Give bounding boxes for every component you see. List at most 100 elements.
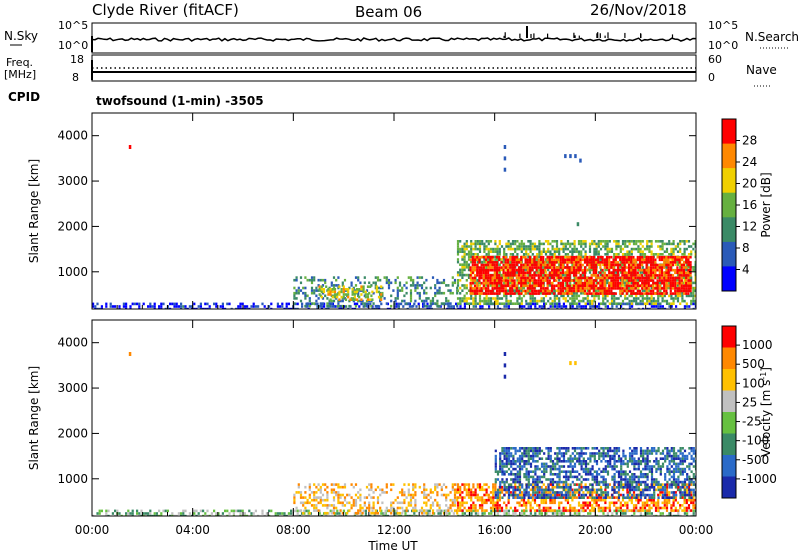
heatmap-cell bbox=[663, 284, 666, 288]
heatmap-cell bbox=[612, 276, 615, 280]
heatmap-cell bbox=[451, 501, 454, 505]
heatmap-cell bbox=[603, 261, 606, 264]
heatmap-cell bbox=[575, 271, 578, 275]
heatmap-cell bbox=[553, 287, 556, 290]
heatmap-cell bbox=[518, 302, 521, 305]
heatmap-cell bbox=[506, 271, 510, 275]
heatmap-cell bbox=[643, 276, 646, 280]
heatmap-cell bbox=[615, 245, 618, 248]
heatmap-cell bbox=[319, 304, 322, 308]
heatmap-cell bbox=[522, 294, 526, 298]
heatmap-cell bbox=[660, 287, 664, 290]
heatmap-cell bbox=[465, 284, 468, 287]
heatmap-cell bbox=[403, 483, 406, 486]
heatmap-cell bbox=[542, 279, 545, 282]
heatmap-cell bbox=[354, 493, 358, 497]
heatmap-cell bbox=[649, 258, 653, 262]
heatmap-cell bbox=[606, 268, 609, 272]
heatmap-cell bbox=[685, 271, 688, 275]
heatmap-cell bbox=[456, 250, 460, 253]
heatmap-cell bbox=[555, 289, 559, 292]
heatmap-cell bbox=[131, 509, 134, 513]
heatmap-cell bbox=[506, 261, 510, 264]
heatmap-cell bbox=[493, 266, 496, 269]
heatmap-cell bbox=[346, 511, 349, 515]
heatmap-cell bbox=[392, 289, 395, 292]
heatmap-cell bbox=[339, 493, 342, 497]
heatmap-cell bbox=[473, 266, 477, 269]
heatmap-cell bbox=[354, 304, 358, 308]
heatmap-cell bbox=[342, 509, 345, 513]
heatmap-cell bbox=[634, 284, 637, 288]
heatmap-cell bbox=[474, 496, 477, 499]
heatmap-cell bbox=[409, 294, 413, 298]
heatmap-cell bbox=[603, 284, 606, 288]
heatmap-cell bbox=[423, 299, 426, 303]
heatmap-cell bbox=[566, 255, 569, 259]
heatmap-cell bbox=[617, 509, 620, 513]
heatmap-cell bbox=[568, 274, 571, 277]
nsky-tick-low: 10^0 bbox=[58, 39, 88, 52]
heatmap-cell bbox=[669, 274, 672, 277]
heatmap-cell bbox=[481, 501, 484, 505]
heatmap-cell bbox=[608, 504, 611, 507]
heatmap-cell bbox=[369, 514, 372, 516]
heatmap-cell bbox=[648, 307, 651, 309]
heatmap-cell bbox=[679, 266, 682, 269]
heatmap-cell bbox=[581, 289, 584, 293]
heatmap-cell bbox=[525, 250, 528, 253]
heatmap-cell bbox=[471, 279, 474, 282]
heatmap-cell bbox=[478, 488, 482, 492]
heatmap-cell bbox=[409, 276, 413, 279]
heatmap-cell bbox=[493, 279, 496, 282]
heatmap-cell bbox=[333, 293, 337, 296]
heatmap-cell bbox=[676, 242, 680, 246]
heatmap-cell bbox=[499, 307, 502, 309]
heatmap-cell bbox=[498, 506, 501, 510]
heatmap-cell bbox=[647, 258, 650, 262]
heatmap-cell bbox=[304, 491, 307, 494]
heatmap-cell bbox=[571, 307, 574, 309]
heatmap-cell bbox=[547, 506, 550, 510]
heatmap-cell bbox=[160, 302, 163, 306]
heatmap-cell bbox=[617, 302, 620, 305]
heatmap-cell bbox=[358, 288, 361, 291]
heatmap-cell bbox=[474, 493, 477, 497]
heatmap-point bbox=[564, 154, 567, 159]
heatmap-cell bbox=[350, 281, 353, 285]
heatmap-cell bbox=[573, 245, 576, 248]
heatmap-cell bbox=[592, 281, 595, 285]
heatmap-cell bbox=[492, 488, 495, 492]
heatmap-cell bbox=[627, 284, 631, 288]
heatmap-cell bbox=[315, 299, 318, 303]
heatmap-cell bbox=[295, 491, 298, 494]
heatmap-cell bbox=[562, 302, 565, 306]
heatmap-cell bbox=[531, 276, 534, 280]
heatmap-cell bbox=[324, 294, 327, 298]
heatmap-cell bbox=[597, 240, 600, 243]
heatmap-cell bbox=[210, 512, 213, 515]
heatmap-cell bbox=[125, 514, 128, 516]
heatmap-cell bbox=[520, 242, 523, 246]
heatmap-cell bbox=[418, 485, 421, 489]
heatmap-cell bbox=[666, 514, 669, 516]
heatmap-cell bbox=[555, 250, 559, 253]
heatmap-cell bbox=[606, 240, 609, 243]
heatmap-cell bbox=[650, 250, 653, 253]
heatmap-cell bbox=[332, 276, 336, 279]
heatmap-cell bbox=[535, 263, 538, 267]
heatmap-cell bbox=[584, 501, 587, 505]
heatmap-cell bbox=[615, 506, 618, 510]
heatmap-cell bbox=[646, 247, 649, 251]
heatmap-cell bbox=[687, 261, 690, 264]
heatmap-cell bbox=[520, 268, 523, 272]
heatmap-cell bbox=[654, 292, 657, 295]
heatmap-cell bbox=[599, 240, 603, 243]
heatmap-cell bbox=[404, 512, 407, 515]
heatmap-cell bbox=[551, 302, 554, 305]
heatmap-cell bbox=[226, 509, 229, 513]
heatmap-cell bbox=[480, 281, 483, 285]
heatmap-cell bbox=[412, 485, 415, 489]
heatmap-cell bbox=[590, 284, 593, 288]
heatmap-cell bbox=[483, 498, 486, 502]
